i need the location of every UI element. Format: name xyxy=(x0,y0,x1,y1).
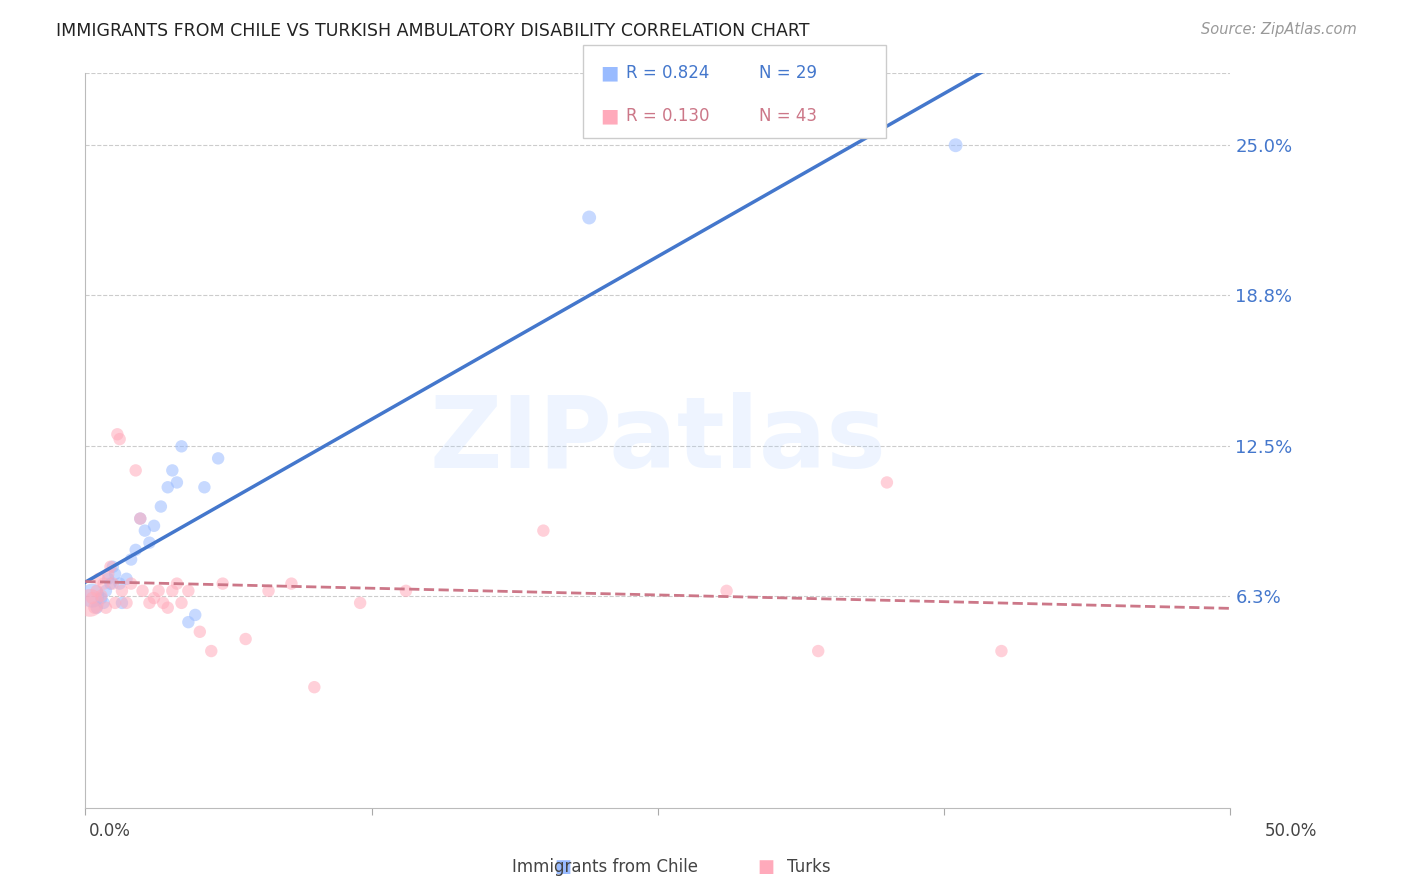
Point xyxy=(177,615,200,629)
Point xyxy=(100,559,122,574)
Point xyxy=(93,576,115,591)
Point xyxy=(125,542,148,557)
Point xyxy=(129,511,152,525)
Text: IMMIGRANTS FROM CHILE VS TURKISH AMBULATORY DISABILITY CORRELATION CHART: IMMIGRANTS FROM CHILE VS TURKISH AMBULAT… xyxy=(56,22,810,40)
Text: ■: ■ xyxy=(600,106,619,126)
Point xyxy=(395,583,418,598)
Point xyxy=(86,583,108,598)
Point xyxy=(101,576,124,591)
Point xyxy=(115,596,138,610)
Point xyxy=(138,596,160,610)
Text: Immigrants from Chile: Immigrants from Chile xyxy=(512,858,697,876)
Text: ■: ■ xyxy=(758,858,775,876)
Point xyxy=(156,600,179,615)
Point xyxy=(578,211,600,225)
Point xyxy=(125,463,148,477)
Point xyxy=(143,518,166,533)
Point xyxy=(79,596,101,610)
Point xyxy=(235,632,257,646)
Point xyxy=(193,480,215,494)
Point xyxy=(104,596,127,610)
Text: N = 29: N = 29 xyxy=(759,64,817,82)
Point xyxy=(152,596,174,610)
Point xyxy=(86,600,108,615)
Point xyxy=(100,576,122,591)
Point xyxy=(148,583,170,598)
Text: ZIPatlas: ZIPatlas xyxy=(429,392,886,489)
Point xyxy=(111,583,134,598)
Point xyxy=(531,524,554,538)
Point xyxy=(87,572,110,586)
Point xyxy=(120,552,142,566)
Point xyxy=(156,480,179,494)
Point xyxy=(211,576,233,591)
Text: ■: ■ xyxy=(554,858,571,876)
Point xyxy=(82,591,104,605)
Point xyxy=(257,583,280,598)
Point xyxy=(170,596,193,610)
Point xyxy=(304,680,326,694)
Point xyxy=(280,576,302,591)
Point xyxy=(131,583,153,598)
Text: ■: ■ xyxy=(600,63,619,83)
Point xyxy=(138,535,160,549)
Point xyxy=(83,600,105,615)
Point xyxy=(207,451,229,466)
Point xyxy=(349,596,371,610)
Point xyxy=(101,559,124,574)
Point xyxy=(90,591,112,605)
Point xyxy=(111,596,134,610)
Point xyxy=(97,566,120,581)
Point xyxy=(143,591,166,605)
Point xyxy=(945,138,967,153)
Point xyxy=(94,583,117,598)
Point xyxy=(134,524,156,538)
Point xyxy=(108,576,131,591)
Point xyxy=(876,475,898,490)
Text: Turks: Turks xyxy=(786,858,831,876)
Point xyxy=(94,600,117,615)
Point xyxy=(170,439,193,453)
Point xyxy=(807,644,830,658)
Text: N = 43: N = 43 xyxy=(759,107,817,125)
Point xyxy=(97,572,120,586)
Text: Source: ZipAtlas.com: Source: ZipAtlas.com xyxy=(1201,22,1357,37)
Point xyxy=(166,475,188,490)
Point xyxy=(716,583,738,598)
Point xyxy=(184,607,207,622)
Point xyxy=(105,427,128,442)
Point xyxy=(990,644,1012,658)
Point xyxy=(120,576,142,591)
Point xyxy=(90,589,112,603)
Text: 50.0%: 50.0% xyxy=(1265,822,1317,840)
Text: R = 0.824: R = 0.824 xyxy=(626,64,709,82)
Point xyxy=(188,624,211,639)
Point xyxy=(82,589,104,603)
Point xyxy=(166,576,188,591)
Point xyxy=(129,511,152,525)
Point xyxy=(115,572,138,586)
Point xyxy=(108,432,131,446)
Point xyxy=(104,566,127,581)
Point xyxy=(149,500,172,514)
Point xyxy=(162,583,184,598)
Point xyxy=(93,596,115,610)
Point xyxy=(200,644,222,658)
Point xyxy=(162,463,184,477)
Point xyxy=(177,583,200,598)
Text: R = 0.130: R = 0.130 xyxy=(626,107,709,125)
Text: 0.0%: 0.0% xyxy=(89,822,131,840)
